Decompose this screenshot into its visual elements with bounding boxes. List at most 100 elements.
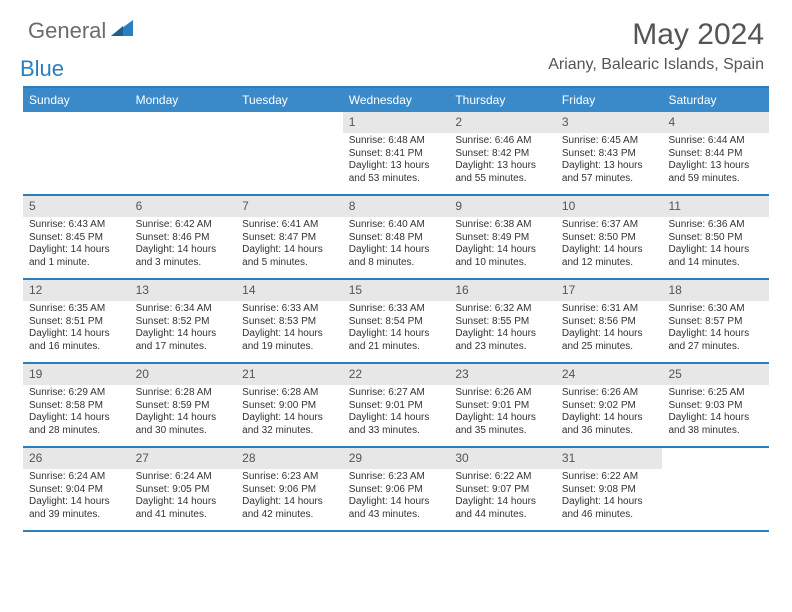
weekday-header: Sunday — [23, 88, 130, 112]
calendar-cell: 18Sunrise: 6:30 AMSunset: 8:57 PMDayligh… — [662, 280, 769, 362]
weekday-header: Wednesday — [343, 88, 450, 112]
sunset-text: Sunset: 9:01 PM — [349, 400, 444, 413]
sunset-text: Sunset: 8:41 PM — [349, 148, 444, 161]
day-number: 19 — [23, 364, 130, 385]
sunrise-text: Sunrise: 6:23 AM — [349, 471, 444, 484]
daylight-text: Daylight: 14 hours and 28 minutes. — [29, 412, 124, 437]
day-number: 20 — [130, 364, 237, 385]
sunset-text: Sunset: 8:56 PM — [562, 316, 657, 329]
sunrise-text: Sunrise: 6:22 AM — [562, 471, 657, 484]
calendar-cell: 17 Sunrise: 6:31 AMSunset: 8:56 PMDayligh… — [556, 280, 663, 362]
day-number: 4 — [662, 112, 769, 133]
sunset-text: Sunset: 9:05 PM — [136, 484, 231, 497]
calendar-cell-empty — [23, 112, 130, 194]
calendar-cell: 13Sunrise: 6:34 AMSunset: 8:52 PMDayligh… — [130, 280, 237, 362]
sunrise-text: Sunrise: 6:33 AM — [242, 303, 337, 316]
sunset-text: Sunset: 8:45 PM — [29, 232, 124, 245]
day-number: 22 — [343, 364, 450, 385]
page-title: May 2024 — [548, 18, 764, 52]
sunset-text: Sunset: 8:59 PM — [136, 400, 231, 413]
calendar-cell: 21Sunrise: 6:28 AMSunset: 9:00 PMDayligh… — [236, 364, 343, 446]
day-number: 16 — [449, 280, 556, 301]
sunset-text: Sunset: 8:50 PM — [668, 232, 763, 245]
sunrise-text: Sunrise: 6:41 AM — [242, 219, 337, 232]
sunrise-text: Sunrise: 6:28 AM — [136, 387, 231, 400]
daylight-text: Daylight: 14 hours and 12 minutes. — [562, 244, 657, 269]
calendar-cell: 26Sunrise: 6:24 AMSunset: 9:04 PMDayligh… — [23, 448, 130, 530]
sunrise-text: Sunrise: 6:44 AM — [668, 135, 763, 148]
sunset-text: Sunset: 9:01 PM — [455, 400, 550, 413]
sunset-text: Sunset: 8:48 PM — [349, 232, 444, 245]
weekday-header: Monday — [130, 88, 237, 112]
sunset-text: Sunset: 8:47 PM — [242, 232, 337, 245]
calendar-cell-empty — [662, 448, 769, 530]
daylight-text: Daylight: 14 hours and 23 minutes. — [455, 328, 550, 353]
daylight-text: Daylight: 14 hours and 38 minutes. — [668, 412, 763, 437]
sunrise-text: Sunrise: 6:42 AM — [136, 219, 231, 232]
logo: General Blue — [28, 18, 137, 70]
day-number: 23 — [449, 364, 556, 385]
sunset-text: Sunset: 8:50 PM — [562, 232, 657, 245]
daylight-text: Daylight: 14 hours and 16 minutes. — [29, 328, 124, 353]
calendar-cell: 25Sunrise: 6:25 AMSunset: 9:03 PMDayligh… — [662, 364, 769, 446]
daylight-text: Daylight: 14 hours and 8 minutes. — [349, 244, 444, 269]
calendar-cell: 1Sunrise: 6:48 AMSunset: 8:41 PMDaylight… — [343, 112, 450, 194]
day-number: 8 — [343, 196, 450, 217]
sunrise-text: Sunrise: 6:36 AM — [668, 219, 763, 232]
sunrise-text: Sunrise: 6:38 AM — [455, 219, 550, 232]
sunrise-text: Sunrise: 6:33 AM — [349, 303, 444, 316]
calendar-cell: 29Sunrise: 6:23 AMSunset: 9:06 PMDayligh… — [343, 448, 450, 530]
sunrise-text: Sunrise: 6:29 AM — [29, 387, 124, 400]
location-subtitle: Ariany, Balearic Islands, Spain — [548, 56, 764, 74]
sunrise-text: Sunrise: 6:43 AM — [29, 219, 124, 232]
sunrise-text: Sunrise: 6:31 AM — [562, 303, 657, 316]
sunset-text: Sunset: 9:02 PM — [562, 400, 657, 413]
day-number: 17 — [556, 280, 663, 301]
sunset-text: Sunset: 8:49 PM — [455, 232, 550, 245]
calendar-cell: 14Sunrise: 6:33 AMSunset: 8:53 PMDayligh… — [236, 280, 343, 362]
sunset-text: Sunset: 9:06 PM — [242, 484, 337, 497]
daylight-text: Daylight: 14 hours and 35 minutes. — [455, 412, 550, 437]
day-number: 15 — [343, 280, 450, 301]
day-number: 3 — [556, 112, 663, 133]
calendar-cell: 15Sunrise: 6:33 AMSunset: 8:54 PMDayligh… — [343, 280, 450, 362]
sunset-text: Sunset: 8:42 PM — [455, 148, 550, 161]
weeks-container: 1Sunrise: 6:48 AMSunset: 8:41 PMDaylight… — [23, 112, 769, 532]
day-number: 14 — [236, 280, 343, 301]
weekday-header: Saturday — [662, 88, 769, 112]
sunrise-text: Sunrise: 6:32 AM — [455, 303, 550, 316]
calendar-cell: 7Sunrise: 6:41 AMSunset: 8:47 PMDaylight… — [236, 196, 343, 278]
logo-text-blue: Blue — [20, 56, 64, 81]
sunset-text: Sunset: 9:03 PM — [668, 400, 763, 413]
daylight-text: Daylight: 14 hours and 21 minutes. — [349, 328, 444, 353]
header: General Blue May 2024 Ariany, Balearic I… — [0, 0, 792, 78]
sunset-text: Sunset: 9:00 PM — [242, 400, 337, 413]
calendar-cell: 19 Sunrise: 6:29 AMSunset: 8:58 PMDayligh… — [23, 364, 130, 446]
daylight-text: Daylight: 14 hours and 5 minutes. — [242, 244, 337, 269]
sunset-text: Sunset: 8:58 PM — [29, 400, 124, 413]
calendar-cell: 16Sunrise: 6:32 AMSunset: 8:55 PMDayligh… — [449, 280, 556, 362]
weekday-header-row: SundayMondayTuesdayWednesdayThursdayFrid… — [23, 88, 769, 112]
calendar-cell: 5Sunrise: 6:43 AMSunset: 8:45 PMDaylight… — [23, 196, 130, 278]
daylight-text: Daylight: 14 hours and 19 minutes. — [242, 328, 337, 353]
day-number: 29 — [343, 448, 450, 469]
day-number: 31 — [556, 448, 663, 469]
day-number: 6 — [130, 196, 237, 217]
week-row: 12Sunrise: 6:35 AMSunset: 8:51 PMDayligh… — [23, 280, 769, 364]
calendar-cell-empty — [130, 112, 237, 194]
daylight-text: Daylight: 14 hours and 32 minutes. — [242, 412, 337, 437]
calendar-cell: 12Sunrise: 6:35 AMSunset: 8:51 PMDayligh… — [23, 280, 130, 362]
day-number: 26 — [23, 448, 130, 469]
daylight-text: Daylight: 14 hours and 46 minutes. — [562, 496, 657, 521]
daylight-text: Daylight: 14 hours and 30 minutes. — [136, 412, 231, 437]
weekday-header: Friday — [556, 88, 663, 112]
sunset-text: Sunset: 8:51 PM — [29, 316, 124, 329]
sunrise-text: Sunrise: 6:26 AM — [455, 387, 550, 400]
sunrise-text: Sunrise: 6:40 AM — [349, 219, 444, 232]
sunrise-text: Sunrise: 6:25 AM — [668, 387, 763, 400]
calendar-cell: 9Sunrise: 6:38 AMSunset: 8:49 PMDaylight… — [449, 196, 556, 278]
daylight-text: Daylight: 14 hours and 25 minutes. — [562, 328, 657, 353]
sunrise-text: Sunrise: 6:37 AM — [562, 219, 657, 232]
sunset-text: Sunset: 9:06 PM — [349, 484, 444, 497]
week-row: 26Sunrise: 6:24 AMSunset: 9:04 PMDayligh… — [23, 448, 769, 532]
